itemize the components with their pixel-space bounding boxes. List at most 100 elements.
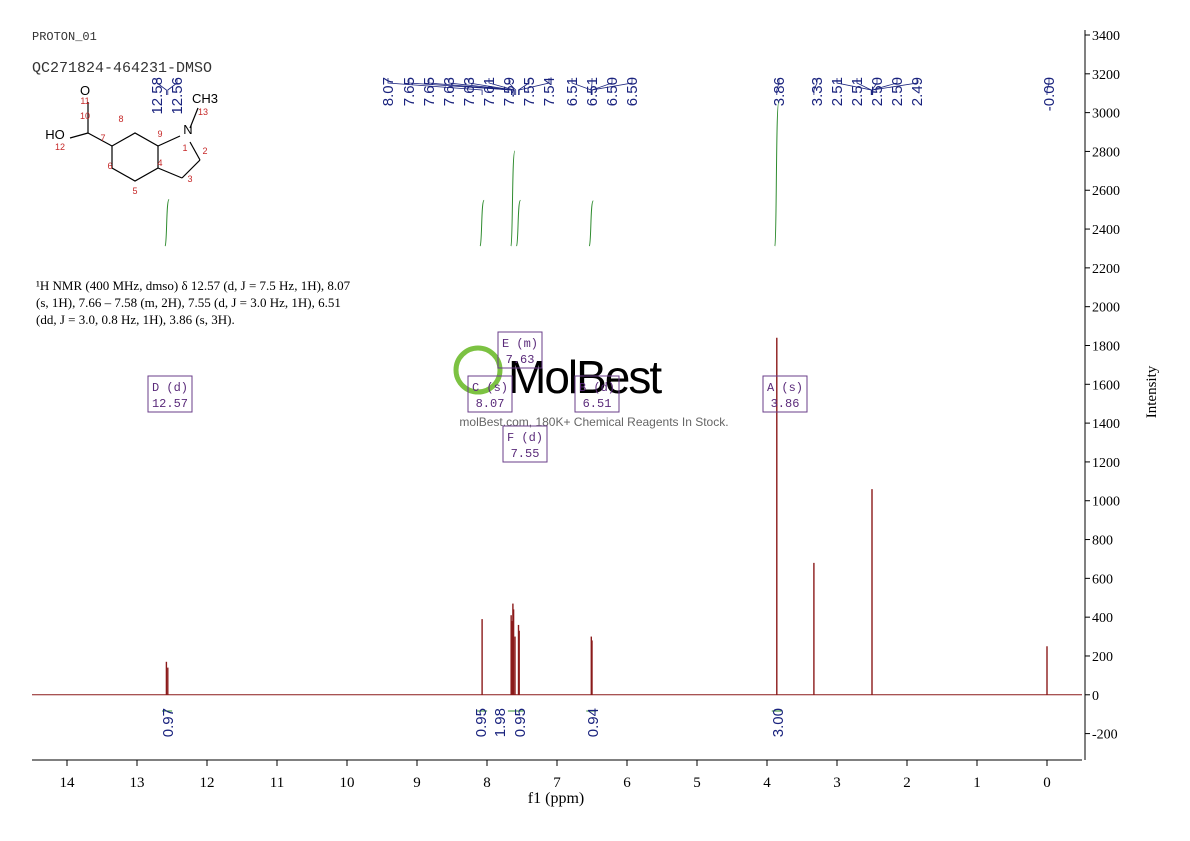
- multiplet-box: [502, 425, 548, 463]
- x-tick-label: 13: [130, 775, 145, 791]
- integral-label: 0.95: [512, 708, 529, 737]
- multiplet-shift: 7.63: [506, 353, 535, 367]
- peak-label: 2.49: [909, 77, 926, 106]
- x-axis-label: f1 (ppm): [528, 790, 584, 807]
- atom-label: 1: [182, 143, 187, 153]
- atom-label: 2: [202, 146, 207, 156]
- y-tick-label: 1000: [1092, 495, 1120, 510]
- x-tick-label: 1: [973, 775, 981, 791]
- peak-leader: [590, 78, 593, 95]
- peak-label: 12.56: [169, 77, 186, 115]
- multiplet-box: [467, 375, 513, 413]
- integral-label: 0.94: [585, 708, 602, 737]
- integral-label: 0.95: [473, 708, 490, 737]
- peak-leader: [508, 78, 517, 95]
- peak-leader: [156, 78, 167, 95]
- peak-label: 2.50: [889, 77, 906, 106]
- nmr-description: (s, 1H), 7.66 – 7.58 (m, 2H), 7.55 (d, J…: [36, 295, 341, 310]
- peak-leader: [167, 78, 178, 95]
- x-tick-label: 14: [60, 775, 76, 791]
- peak-label: 7.63: [461, 77, 478, 106]
- bond: [87, 132, 113, 147]
- atom-label: 7: [100, 133, 105, 143]
- x-tick-label: 5: [693, 775, 701, 791]
- y-tick-label: 1800: [1092, 339, 1120, 354]
- peak-label: 7.54: [541, 77, 558, 106]
- nmr-description: ¹H NMR (400 MHz, dmso) δ 12.57 (d, J = 7…: [36, 278, 351, 293]
- peak-label: 6.50: [624, 77, 641, 106]
- atom-label: 8: [118, 114, 123, 124]
- x-tick-label: 9: [413, 775, 421, 791]
- bond: [189, 107, 199, 129]
- peak-label: 2.50: [869, 77, 886, 106]
- multiplet-label: B (d): [579, 381, 615, 395]
- peak-label: 7.55: [521, 77, 538, 106]
- multiplet-label: D (d): [152, 381, 188, 395]
- x-tick-label: 7: [553, 775, 561, 791]
- y-tick-label: 600: [1092, 572, 1113, 587]
- y-tick-label: 3400: [1092, 29, 1120, 44]
- atom-label: 12: [55, 142, 65, 152]
- watermark: MolBest: [508, 351, 662, 403]
- peak-label: 2.51: [849, 77, 866, 106]
- y-tick-label: 1200: [1092, 456, 1120, 471]
- integral-label: 0.97: [160, 708, 177, 737]
- x-tick-label: 0: [1043, 775, 1051, 791]
- atom-label: 5: [132, 186, 137, 196]
- y-tick-label: 3000: [1092, 107, 1120, 122]
- integral-curve: [164, 198, 170, 247]
- peak-leader: [872, 78, 918, 95]
- integral-curve: [510, 150, 516, 247]
- x-tick-label: 4: [763, 775, 771, 791]
- peak-label: 3.33: [809, 77, 826, 106]
- peak-label: 7.63: [441, 77, 458, 106]
- atom-label: 6: [107, 161, 112, 171]
- peak-leader: [468, 78, 514, 95]
- y-tick-label: 2400: [1092, 223, 1120, 238]
- y-tick-label: 800: [1092, 534, 1113, 549]
- y-tick-label: 2200: [1092, 262, 1120, 277]
- peak-leader: [856, 78, 872, 95]
- peak-leader: [387, 78, 483, 95]
- bond: [157, 167, 183, 179]
- watermark-logo: [453, 345, 503, 395]
- peak-leader: [428, 78, 512, 95]
- peak-label: 2.51: [829, 77, 846, 106]
- peak-label: 6.51: [564, 77, 581, 106]
- peak-leader: [871, 78, 898, 95]
- y-tick-label: 3200: [1092, 68, 1120, 83]
- y-tick-label: 0: [1092, 689, 1099, 704]
- multiplet-shift: 6.51: [583, 397, 612, 411]
- integral-curve: [479, 199, 485, 247]
- x-tick-label: 3: [833, 775, 841, 791]
- bond: [189, 141, 201, 161]
- peak-label: 7.59: [501, 77, 518, 106]
- integral-curve: [774, 101, 780, 247]
- peak-label: 12.58: [149, 77, 166, 115]
- peak-label: 6.50: [604, 77, 621, 106]
- atom-label: HO: [45, 127, 65, 142]
- atom-label: 10: [80, 111, 90, 121]
- peak-leader: [1046, 78, 1050, 95]
- peak-label: 7.65: [421, 77, 438, 106]
- peak-label: 7.61: [481, 77, 498, 106]
- multiplet-box: [147, 375, 193, 413]
- nmr-description: (dd, J = 3.0, 0.8 Hz, 1H), 3.86 (s, 3H).: [36, 312, 235, 327]
- atom-label: N: [183, 122, 192, 137]
- bond: [181, 159, 201, 179]
- structure: [69, 102, 201, 182]
- multiplet-label: E (m): [502, 337, 538, 351]
- multiplet-shift: 8.07: [476, 397, 505, 411]
- x-tick-label: 12: [200, 775, 215, 791]
- atom-label: CH3: [192, 91, 218, 106]
- atom-label: 11: [80, 96, 89, 106]
- peak-leader: [813, 78, 818, 95]
- multiplet-label: A (s): [767, 381, 803, 395]
- x-tick-label: 10: [340, 775, 355, 791]
- integral-curve: [588, 200, 594, 247]
- peak-leader: [488, 78, 515, 95]
- peak-leader: [518, 78, 530, 95]
- y-tick-label: 1600: [1092, 378, 1120, 393]
